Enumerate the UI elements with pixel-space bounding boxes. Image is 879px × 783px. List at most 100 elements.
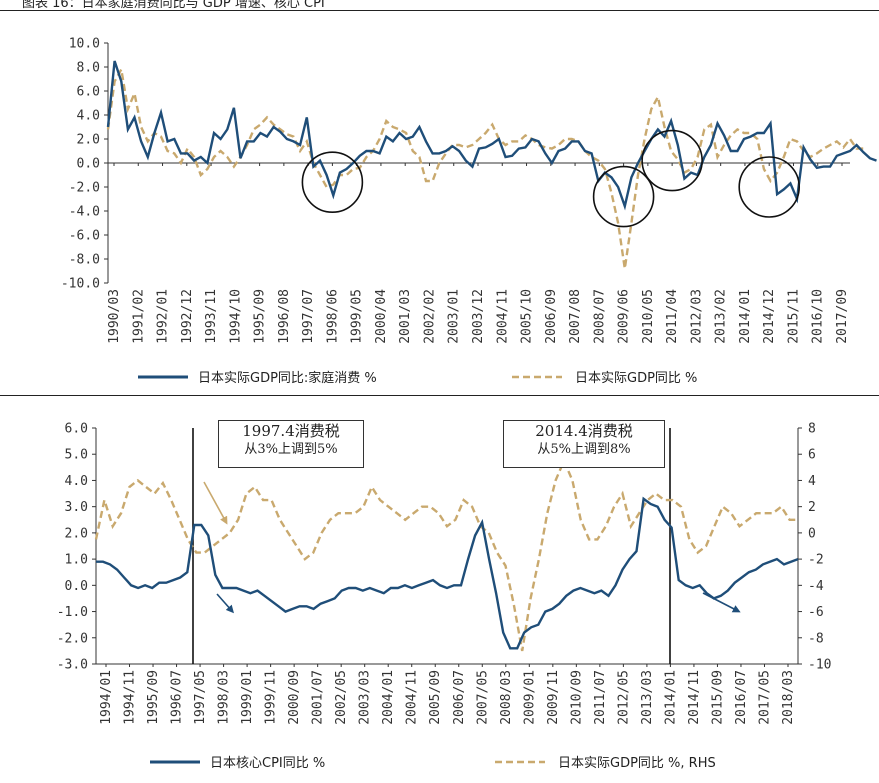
- y-tick-label: 4.0: [77, 109, 100, 124]
- x-tick-label: 2014/11: [687, 670, 702, 725]
- x-tick-label: 1993/11: [204, 289, 219, 344]
- household-consumption-line: [106, 60, 877, 211]
- x-tick-label: 1999/11: [264, 670, 279, 725]
- x-tick-label: 2009/11: [546, 670, 561, 725]
- left-y-tick-label: 3.0: [65, 500, 88, 515]
- right-y-tick-label: 2: [808, 500, 816, 515]
- left-y-tick-label: 6.0: [65, 422, 88, 437]
- household-consumption-vs-gdp-chart: 10.0 8.0 6.0 4.0 2.0 0.0 -2.0 -4.0 -6.0 -8.0 -10.0…: [61, 37, 877, 386]
- left-y-tick-label: -2.0: [57, 631, 88, 646]
- right-y-tick-label: 8: [808, 422, 816, 437]
- right-y-tick-label: 6: [808, 448, 816, 463]
- x-tick-label: 1997/07: [301, 289, 316, 344]
- x-tick-label: 2017/05: [757, 670, 772, 725]
- x-tick-label: 1991/02: [131, 289, 146, 344]
- x-tick-label: 2009/01: [522, 670, 537, 725]
- x-tick-label: 2015/11: [786, 289, 801, 344]
- x-tick-label: 1994/11: [123, 670, 138, 725]
- y-tick-label: 2.0: [77, 133, 100, 148]
- y-tick-label: 6.0: [77, 85, 100, 100]
- x-tick-label: 1992/01: [156, 289, 171, 344]
- y-tick-label: 8.0: [77, 61, 100, 76]
- tax-hike-2014-detail: 从5%上调到8%: [537, 442, 631, 457]
- right-y-tick-label: -4: [808, 579, 824, 594]
- left-y-tick-label: -3.0: [57, 658, 88, 673]
- x-tick-label: 2010/09: [569, 670, 584, 725]
- highlight-circle: [592, 165, 655, 228]
- gdp-yoy-rhs-line: [94, 457, 798, 652]
- x-tick-label: 2003/03: [358, 670, 373, 725]
- legend-label-household: 日本实际GDP同比:家庭消费 %: [198, 370, 377, 386]
- x-tick-label: 2001/03: [398, 289, 413, 344]
- core-cpi-vs-gdp-chart: 6.0 5.0 4.0 3.0 2.0 1.0 0.0 -1.0 -2.0 -3.0 8 6 4 2 0 -2…: [57, 422, 832, 772]
- tax-hike-2014-callout: 2014.4消费税 从5%上调到8%: [503, 420, 665, 468]
- x-tick-label: 2008/07: [592, 289, 607, 344]
- x-tick-label: 2014/01: [738, 289, 753, 344]
- x-tick-label: 2011/04: [665, 289, 680, 344]
- x-tick-label: 2009/06: [617, 289, 632, 344]
- right-y-tick-label: -6: [808, 605, 824, 620]
- x-tick-label: 2002/02: [422, 289, 437, 344]
- x-tick-label: 2006/07: [452, 670, 467, 725]
- x-tick-label: 1992/12: [180, 289, 195, 344]
- x-tick-label: 2014/01: [663, 670, 678, 725]
- tax-hike-1997-callout: 1997.4消费税 从3%上调到5%: [218, 420, 364, 468]
- x-tick-label: 2011/07: [593, 670, 608, 725]
- y-tick-label: -8.0: [69, 253, 100, 268]
- right-y-tick-label: -10: [808, 658, 831, 673]
- left-y-tick-label: 2.0: [65, 526, 88, 541]
- x-tick-label: 2002/05: [334, 670, 349, 725]
- legend-label-gdp: 日本实际GDP同比 %: [575, 371, 697, 386]
- x-tick-label: 1990/03: [107, 289, 122, 344]
- highlight-circle: [301, 151, 364, 213]
- x-tick-label: 1996/08: [277, 289, 292, 344]
- y-tick-label: -2.0: [69, 181, 100, 196]
- figure-caption: 图表 16：日本家庭消费同比与 GDP 增速、核心 CPI: [22, 0, 325, 11]
- x-tick-label: 2005/10: [520, 289, 535, 344]
- x-tick-label: 1995/09: [146, 670, 161, 725]
- x-tick-label: 1998/03: [217, 670, 232, 725]
- y-tick-label: 0.0: [77, 157, 100, 172]
- highlight-circle: [738, 156, 801, 218]
- x-tick-label: 1994/10: [228, 289, 243, 344]
- left-y-tick-label: -1.0: [57, 605, 88, 620]
- x-tick-label: 2004/01: [381, 670, 396, 725]
- x-tick-label: 2018/03: [781, 670, 796, 725]
- gdp-yoy-line: [106, 65, 864, 269]
- x-tick-label: 1994/01: [99, 670, 114, 725]
- x-tick-label: 2007/08: [568, 289, 583, 344]
- tax-hike-1997-title: 1997.4消费税: [242, 422, 340, 440]
- tax-hike-1997-detail: 从3%上调到5%: [244, 442, 338, 457]
- x-tick-label: 1999/01: [240, 670, 255, 725]
- x-tick-label: 2017/09: [835, 289, 850, 344]
- x-tick-label: 2013/03: [640, 670, 655, 725]
- x-tick-label: 1999/05: [350, 289, 365, 344]
- x-tick-label: 2013/02: [714, 289, 729, 344]
- x-tick-label: 2016/10: [811, 289, 826, 344]
- y-tick-label: -10.0: [61, 277, 100, 292]
- top-chart-panel: 10.0 8.0 6.0 4.0 2.0 0.0 -2.0 -4.0 -6.0 -8.0 -10.0…: [0, 10, 879, 396]
- x-tick-label: 2000/04: [374, 289, 389, 344]
- right-y-tick-label: -8: [808, 631, 824, 646]
- arrow-1997-cpi: [216, 593, 234, 614]
- x-tick-label: 2004/11: [405, 670, 420, 725]
- y-tick-label: -6.0: [69, 229, 100, 244]
- highlight-circle: [641, 129, 703, 192]
- x-tick-label: 2006/09: [544, 289, 559, 344]
- bottom-chart-panel: 6.0 5.0 4.0 3.0 2.0 1.0 0.0 -1.0 -2.0 -3.0 8 6 4 2 0 -2…: [0, 396, 879, 783]
- x-tick-label: 2012/03: [689, 289, 704, 344]
- left-y-tick-label: 1.0: [65, 553, 88, 568]
- core-cpi-line: [96, 496, 799, 650]
- left-y-tick-label: 4.0: [65, 474, 88, 489]
- left-y-tick-label: 5.0: [65, 448, 88, 463]
- right-y-tick-label: -2: [808, 553, 824, 568]
- x-tick-label: 1998/06: [325, 289, 340, 344]
- arrow-1997-gdp: [203, 481, 228, 525]
- legend-label-gdp-rhs: 日本实际GDP同比 %, RHS: [558, 756, 716, 771]
- x-tick-label: 2001/07: [311, 670, 326, 725]
- x-tick-label: 2007/05: [475, 670, 490, 725]
- y-tick-label: -4.0: [69, 205, 100, 220]
- x-tick-label: 2016/07: [734, 670, 749, 725]
- x-tick-label: 2010/05: [641, 289, 656, 344]
- x-tick-label: 1996/07: [170, 670, 185, 725]
